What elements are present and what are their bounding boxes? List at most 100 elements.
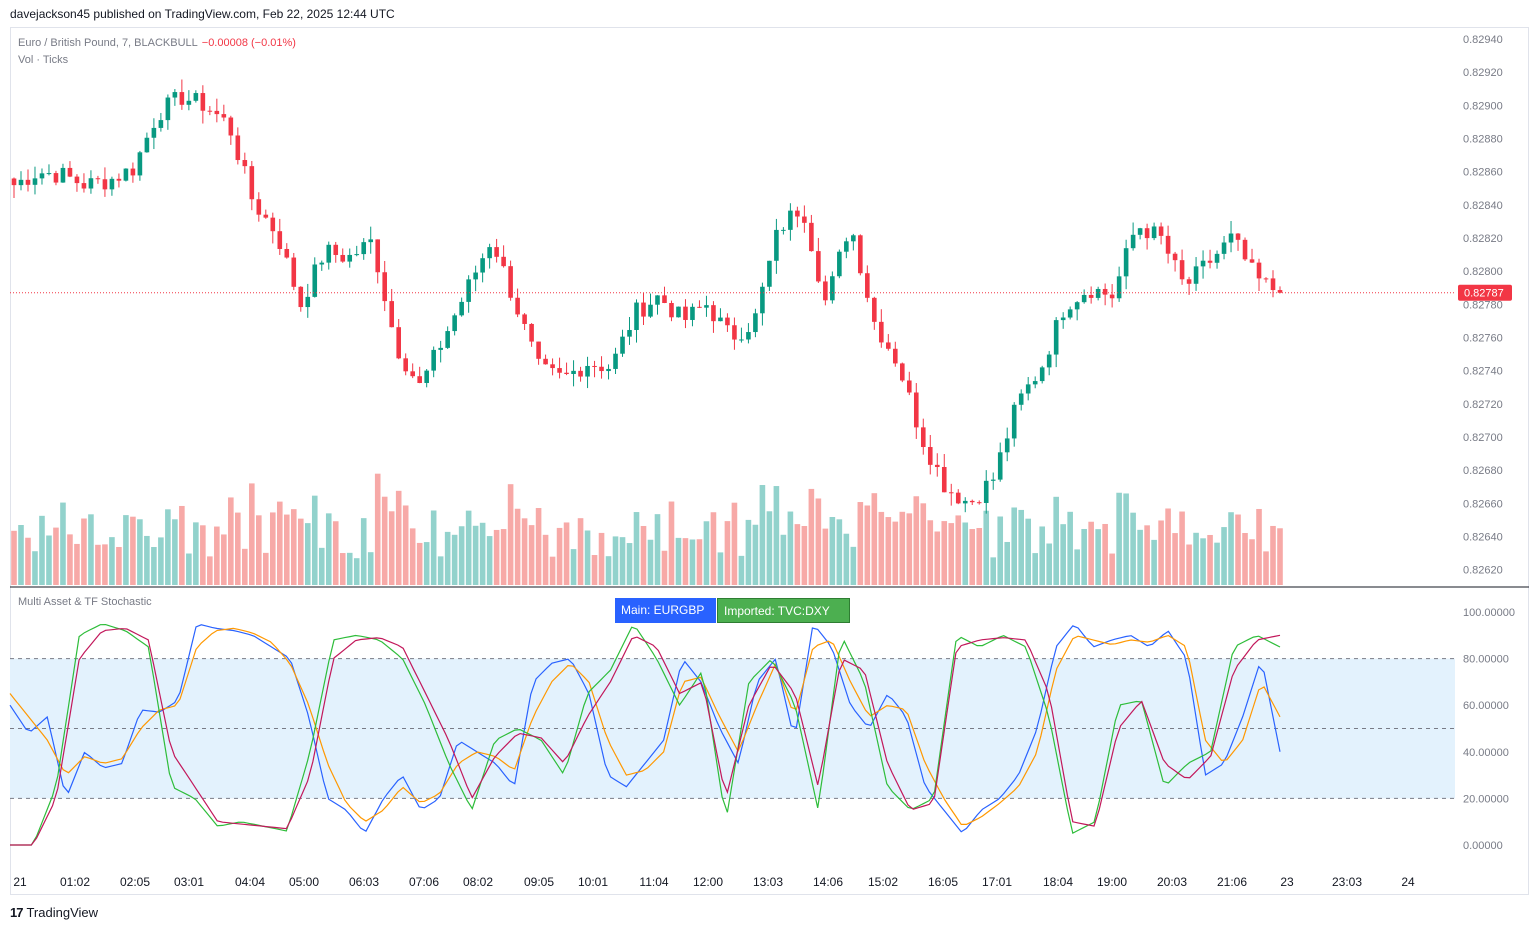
volume-bar <box>864 505 871 585</box>
candle-body <box>109 178 115 190</box>
volume-bar <box>465 510 472 585</box>
volume-bar <box>710 512 717 585</box>
candle-body <box>886 342 891 349</box>
volume-bar <box>843 533 850 585</box>
volume-bar <box>1151 539 1157 585</box>
candle-body <box>564 372 569 374</box>
volume-bar <box>249 483 255 585</box>
volume-bar <box>1032 553 1038 585</box>
volume-bar <box>1116 492 1122 585</box>
candle-body <box>165 97 171 121</box>
volume-bar <box>570 549 577 585</box>
volume-bar <box>130 516 136 585</box>
volume-bar <box>1137 529 1143 585</box>
volume-bar <box>46 535 52 585</box>
candle-body <box>851 235 856 242</box>
candle-body <box>809 222 814 252</box>
volume-bar <box>1179 511 1185 585</box>
candle-body <box>697 306 702 308</box>
volume-bar <box>172 519 178 585</box>
candle-body <box>844 241 849 252</box>
candle-body <box>704 305 709 308</box>
candle-body <box>1151 226 1157 239</box>
volume-bar <box>696 539 703 585</box>
volume-bar <box>703 521 710 585</box>
volume-bar <box>1242 532 1248 585</box>
brand-name: TradingView <box>26 905 99 920</box>
footer-brand[interactable]: 17 TradingView <box>10 905 98 920</box>
volume-bar <box>39 515 45 585</box>
time-tick-label: 09:05 <box>524 875 554 889</box>
candle-body <box>235 135 241 161</box>
volume-bar <box>1123 493 1129 585</box>
candle-body <box>816 251 821 282</box>
candle-body <box>1186 279 1192 284</box>
volume-bar <box>144 535 150 585</box>
volume-bar <box>927 520 934 585</box>
time-tick-label: 16:05 <box>928 875 958 889</box>
volume-bar <box>745 519 752 585</box>
candle-body <box>179 92 185 105</box>
volume-bar <box>1270 525 1276 585</box>
volume-bar <box>983 510 990 585</box>
candle-body <box>767 260 772 287</box>
volume-bar <box>11 530 17 585</box>
candle-body <box>487 247 492 259</box>
time-tick-label: 23 <box>1280 875 1294 889</box>
volume-bar <box>269 512 276 585</box>
volume-bar <box>934 531 941 585</box>
volume-bar <box>1277 528 1283 585</box>
candle-body <box>1123 248 1129 277</box>
time-tick-label: 07:06 <box>409 875 439 889</box>
candle-body <box>948 492 954 494</box>
candle-body <box>46 173 52 175</box>
volume-bar <box>395 490 402 585</box>
candle-body <box>1277 290 1283 293</box>
candle-body <box>837 251 842 277</box>
volume-bar <box>179 505 185 585</box>
candle-body <box>1193 266 1199 284</box>
candle-body <box>634 302 639 330</box>
candle-body <box>571 370 576 374</box>
candle-body <box>1074 302 1080 310</box>
volume-bar <box>878 511 885 585</box>
volume-bar <box>787 511 794 585</box>
volume-bar <box>1249 539 1255 585</box>
osc-tick-label: 80.00000 <box>1463 654 1509 666</box>
candle-body <box>228 117 234 136</box>
volume-bar <box>990 557 997 585</box>
volume-bar <box>1081 528 1087 585</box>
volume-bar <box>1263 551 1269 585</box>
candle-body <box>74 176 80 184</box>
volume-bar <box>1039 526 1045 585</box>
volume-bar <box>752 524 759 585</box>
time-tick-label: 01:02 <box>60 875 90 889</box>
volume-bar <box>584 530 591 585</box>
candle-body <box>1039 367 1045 382</box>
candle-body <box>1172 253 1178 261</box>
candle-body <box>774 229 779 261</box>
price-tick-label: 0.82760 <box>1463 333 1503 345</box>
candle-body <box>1158 226 1164 236</box>
price-tick-label: 0.82720 <box>1463 399 1503 411</box>
price-tick-label: 0.82780 <box>1463 299 1503 311</box>
volume-bar <box>1200 538 1206 585</box>
volume-bar <box>535 508 542 585</box>
candle-body <box>473 272 478 280</box>
candle-body <box>53 173 59 183</box>
volume-bar <box>892 521 899 585</box>
volume-bar <box>598 532 605 585</box>
candle-body <box>1270 278 1276 291</box>
volume-bar <box>297 518 304 585</box>
volume-label: Vol · Ticks <box>18 54 69 66</box>
volume-bar <box>969 529 976 585</box>
candle-body <box>669 303 674 318</box>
price-tick-label: 0.82840 <box>1463 200 1503 212</box>
volume-bar <box>913 496 920 585</box>
time-tick-label: 10:01 <box>578 875 608 889</box>
volume-bar <box>193 522 199 585</box>
volume-bar <box>1256 508 1262 585</box>
stoch-line-imported-d <box>10 628 1281 846</box>
candle-body <box>501 256 506 267</box>
